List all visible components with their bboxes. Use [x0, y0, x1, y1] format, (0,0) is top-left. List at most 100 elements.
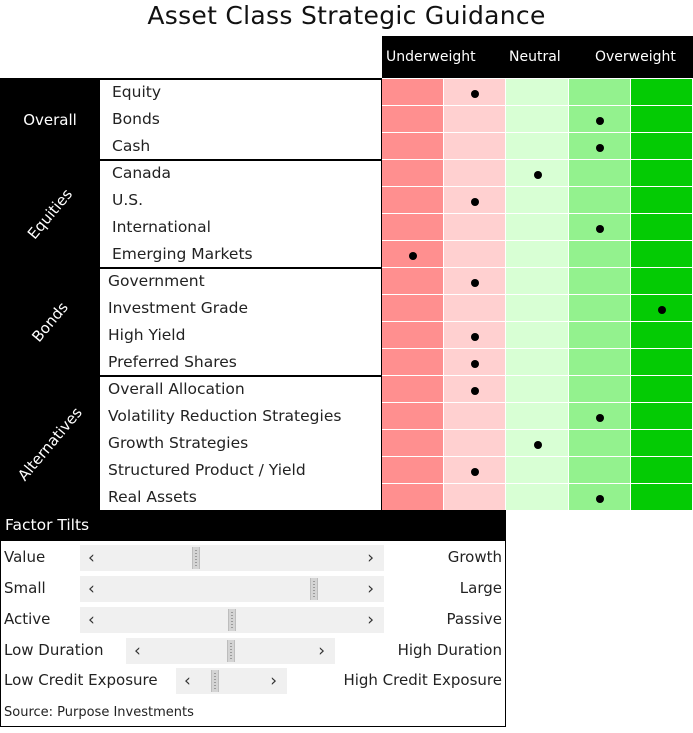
rating-dot [596, 413, 604, 422]
asset-label: Canada [112, 164, 171, 182]
asset-label: Government [108, 272, 205, 290]
rating-cell [506, 295, 569, 322]
rating-cell [506, 133, 569, 160]
rating-cell [569, 79, 631, 106]
tilt-slider-thumb[interactable] [191, 547, 200, 569]
rating-cell [569, 160, 631, 187]
rating-cell [382, 214, 444, 241]
rating-cell [506, 268, 569, 295]
rating-cell [382, 349, 444, 376]
rating-dot [533, 170, 542, 179]
tilt-left-label: Low Credit Exposure [4, 671, 158, 689]
rating-cell [506, 79, 569, 106]
tilt-right-label: Growth [447, 548, 502, 566]
asset-label: Overall Allocation [108, 380, 245, 398]
rating-cell [382, 106, 444, 133]
rating-cell [631, 484, 693, 511]
chevron-right-icon[interactable]: › [367, 610, 374, 630]
asset-label: Preferred Shares [108, 353, 237, 371]
rating-cell [382, 241, 444, 268]
asset-label: Volatility Reduction Strategies [108, 407, 342, 425]
rating-dot [658, 305, 666, 314]
asset-label: Investment Grade [108, 299, 248, 317]
tilt-slider[interactable]: ‹ › [80, 607, 384, 633]
factor-tilts-panel [0, 510, 506, 727]
rating-cell [506, 457, 569, 484]
tilt-slider[interactable]: ‹ › [176, 668, 287, 694]
rating-cell [569, 322, 631, 349]
asset-label: Equity [112, 83, 162, 101]
rating-cell [631, 376, 693, 403]
rating-cell [506, 214, 569, 241]
group-label: Overall [23, 110, 77, 129]
rating-dot [471, 359, 479, 368]
rating-cell [569, 268, 631, 295]
chevron-left-icon[interactable]: ‹ [88, 548, 95, 568]
rating-cell [382, 295, 444, 322]
rating-cell [631, 106, 693, 133]
group-label: Alternatives [14, 403, 86, 484]
rating-cell [382, 457, 444, 484]
scale-label-underweight: Underweight [386, 49, 476, 65]
rating-dot [596, 224, 604, 233]
rating-cell [506, 106, 569, 133]
rating-dot [596, 143, 604, 152]
rating-cell [569, 430, 631, 457]
chevron-left-icon[interactable]: ‹ [184, 671, 191, 691]
chevron-right-icon[interactable]: › [367, 548, 374, 568]
tilt-right-label: High Duration [397, 641, 502, 659]
rating-cell [506, 241, 569, 268]
group-block: Alternatives [0, 376, 100, 511]
chevron-right-icon[interactable]: › [367, 579, 374, 599]
group-separator [0, 267, 382, 269]
factor-tilts-title: Factor Tilts [5, 516, 90, 534]
rating-cell [382, 322, 444, 349]
rating-cell [631, 430, 693, 457]
rating-cell [631, 160, 693, 187]
source-note: Source: Purpose Investments [4, 705, 194, 720]
rating-cell [506, 349, 569, 376]
chevron-left-icon[interactable]: ‹ [88, 610, 95, 630]
group-label: Equities [23, 185, 77, 243]
rating-dot [409, 251, 417, 260]
rating-cell [444, 214, 506, 241]
rating-dot [596, 116, 604, 125]
tilt-slider[interactable]: ‹ › [126, 638, 335, 664]
asset-label: High Yield [108, 326, 186, 344]
tilt-right-label: Large [459, 579, 502, 597]
factor-tilts-header: Factor Tilts [0, 510, 506, 541]
tilt-slider-thumb[interactable] [226, 640, 235, 662]
rating-cell [506, 484, 569, 511]
chevron-left-icon[interactable]: ‹ [88, 579, 95, 599]
tilt-slider[interactable]: ‹ › [80, 576, 384, 602]
scale-label-neutral: Neutral [509, 49, 561, 65]
rating-cell [569, 295, 631, 322]
rating-cell [382, 430, 444, 457]
rating-cell [569, 349, 631, 376]
tilt-slider-thumb[interactable] [228, 609, 236, 631]
rating-cell [631, 241, 693, 268]
rating-cell [444, 295, 506, 322]
tilt-slider-thumb[interactable] [210, 670, 219, 692]
asset-label: Cash [112, 137, 151, 155]
rating-cell [631, 457, 693, 484]
rating-cell [382, 268, 444, 295]
rating-cell [444, 160, 506, 187]
rating-cell [382, 484, 444, 511]
group-separator [0, 159, 382, 161]
rating-dot [471, 467, 479, 476]
rating-cell [506, 376, 569, 403]
rating-cell [631, 133, 693, 160]
label-column-border [381, 79, 382, 511]
chart-title: Asset Class Strategic Guidance [147, 1, 546, 30]
tilt-right-label: High Credit Exposure [343, 671, 502, 689]
chevron-left-icon[interactable]: ‹ [134, 641, 141, 661]
rating-cell [631, 214, 693, 241]
tilt-slider-thumb[interactable] [310, 578, 319, 600]
rating-cell [382, 376, 444, 403]
rating-cell [631, 322, 693, 349]
rating-cell [444, 106, 506, 133]
chevron-right-icon[interactable]: › [318, 641, 325, 661]
tilt-slider[interactable]: ‹ › [80, 545, 384, 571]
chevron-right-icon[interactable]: › [270, 671, 277, 691]
